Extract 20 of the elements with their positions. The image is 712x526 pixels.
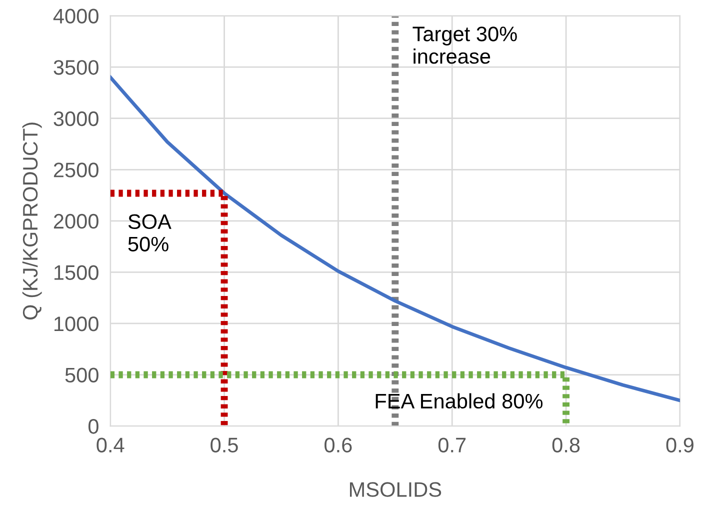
y-tick-label: 2000 <box>54 214 98 229</box>
y-tick-label: 0 <box>88 419 98 434</box>
y-tick-label: 2500 <box>54 162 98 178</box>
y-tick-label: 500 <box>65 368 98 383</box>
x-tick-label: 0.7 <box>438 438 466 452</box>
y-tick-label: 4000 <box>53 8 98 24</box>
y-axis-title: Q (KJ/KGPRODUCT) <box>22 122 42 320</box>
y-tick-label: 3000 <box>54 111 98 126</box>
ref-line-label: Target 30% increase <box>412 26 517 64</box>
x-tick-label: 0.4 <box>96 438 124 452</box>
x-tick-label: 0.8 <box>552 438 580 452</box>
y-tick-label: 1000 <box>54 316 98 332</box>
x-axis-title: MSOLIDS <box>350 482 442 497</box>
annotation: SOA 50% <box>128 214 172 252</box>
annotation: FEA Enabled 80% <box>376 393 543 409</box>
x-tick-label: 0.6 <box>324 438 352 452</box>
x-tick-label: 0.5 <box>210 438 238 452</box>
x-tick-label: 0.9 <box>666 438 694 452</box>
y-tick-label: 1500 <box>54 265 98 280</box>
y-tick-label: 3500 <box>54 60 98 75</box>
